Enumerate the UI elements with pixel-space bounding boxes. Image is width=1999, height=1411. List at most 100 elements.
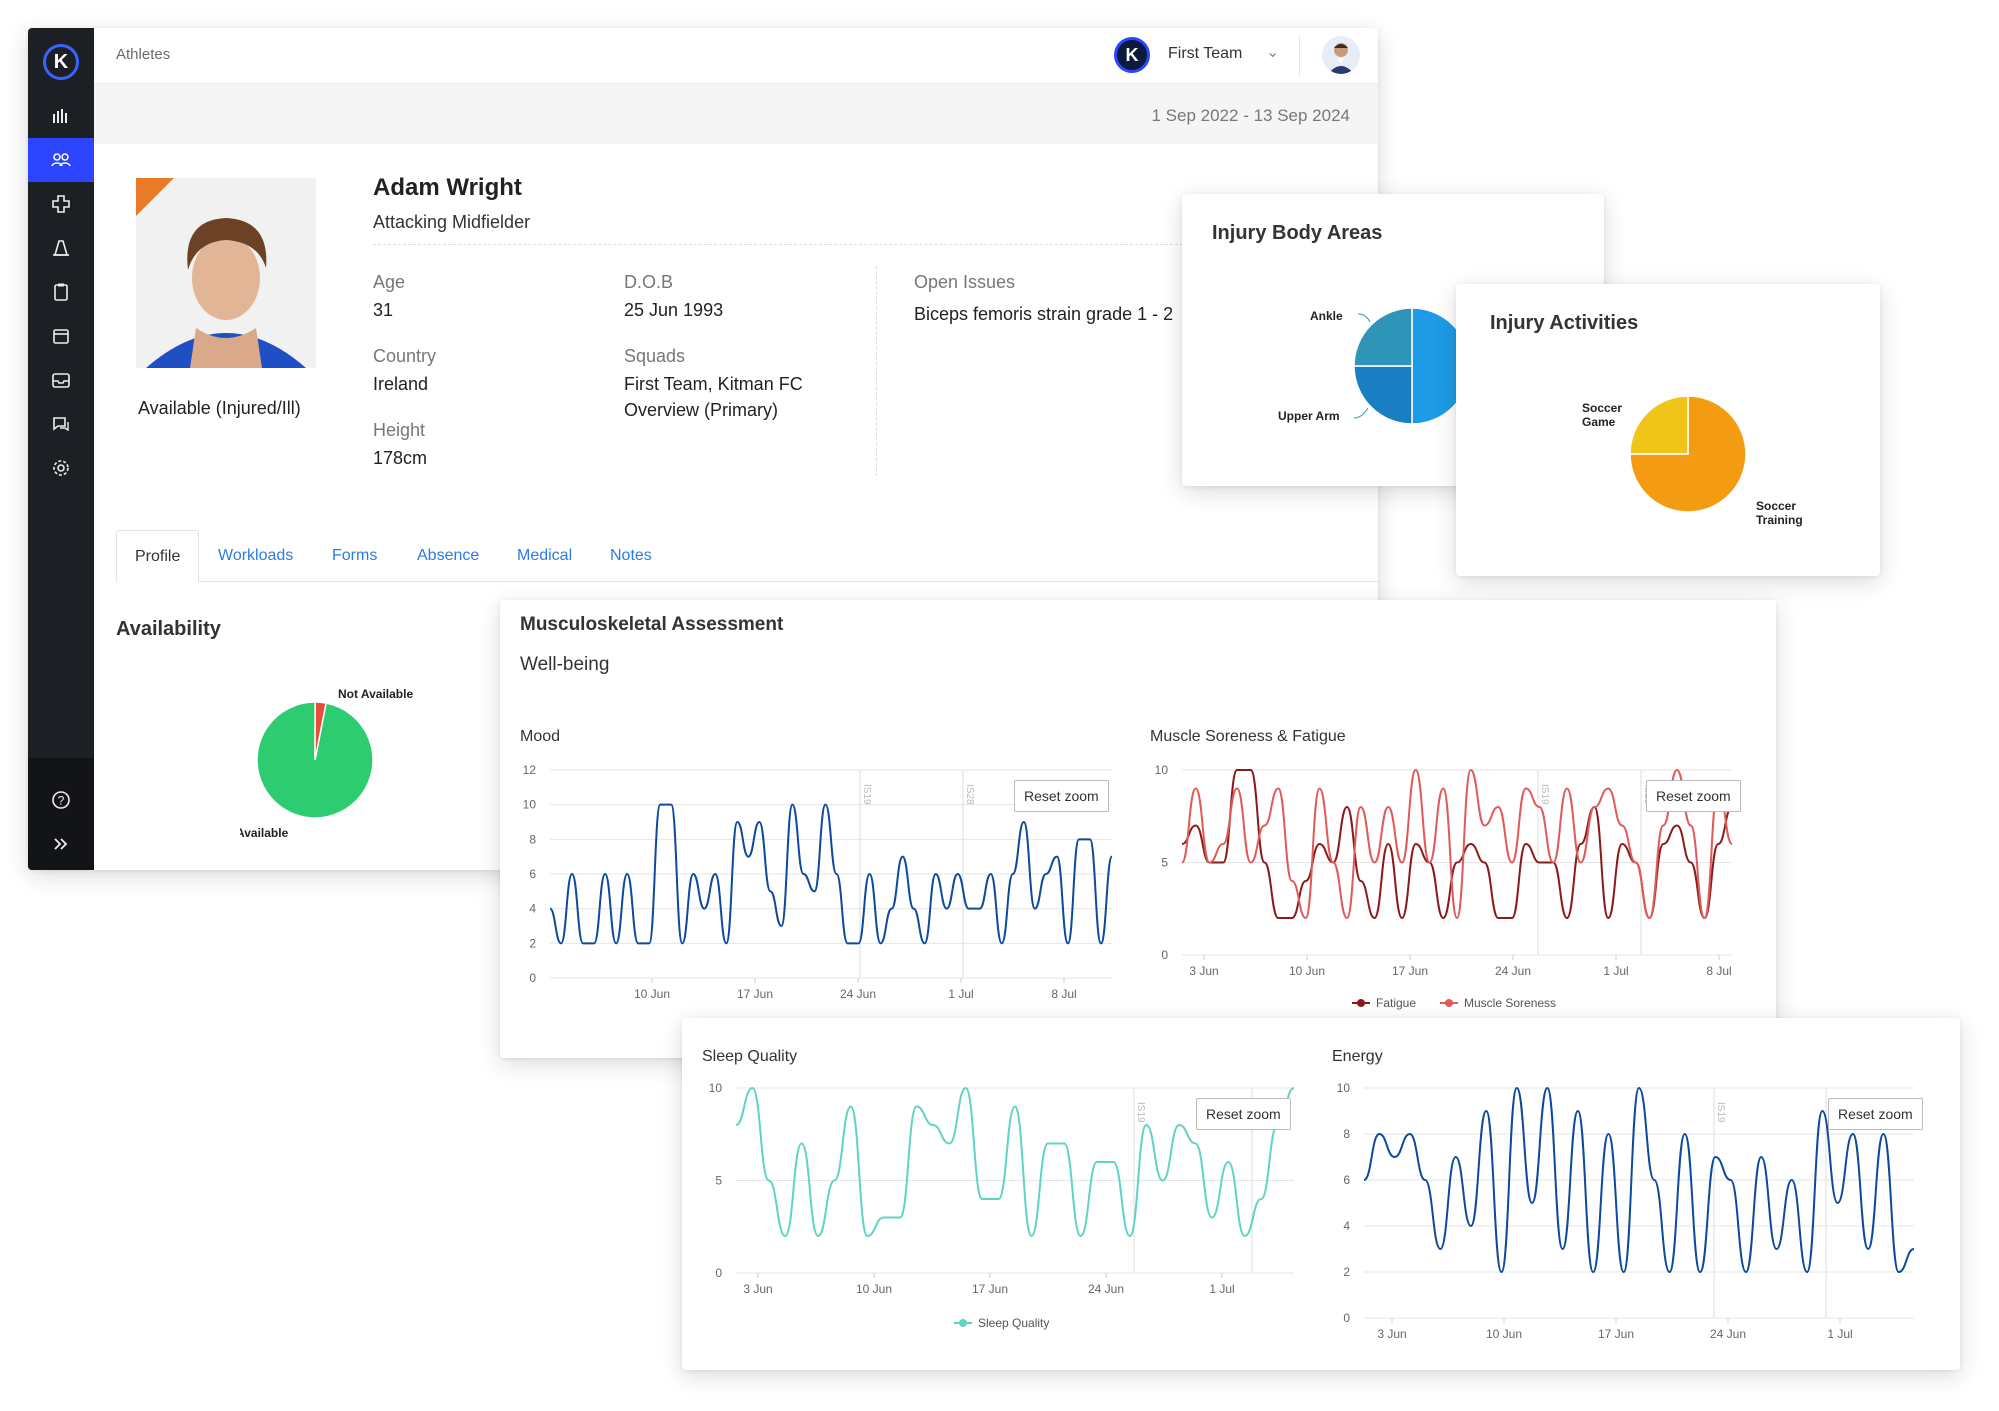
x-tick-label: 1 Jul (1827, 1327, 1852, 1341)
activity-slice-1[interactable] (1629, 395, 1689, 455)
squads-value-line1: First Team, Kitman FC (624, 374, 803, 394)
availability-slice-1[interactable] (314, 701, 327, 761)
dob-label: D.O.B (624, 272, 674, 292)
y-tick-label: 0 (1161, 948, 1168, 962)
y-tick-label: 5 (1161, 856, 1168, 870)
pie-label-connector (1353, 313, 1371, 419)
body-areas-pie (1353, 307, 1471, 425)
country-value: Ireland (373, 374, 429, 394)
reset-zoom-button[interactable]: Reset zoom (1646, 780, 1741, 812)
availability-pie-chart: Not Available Available (240, 687, 413, 840)
status-flag (136, 178, 174, 216)
injury-activities-pie (1629, 395, 1747, 513)
x-tick-label: 10 Jun (1289, 964, 1325, 978)
legend-label: Sleep Quality (978, 1316, 1050, 1330)
x-tick-label: 10 Jun (856, 1282, 892, 1296)
x-tick-label: 17 Jun (737, 987, 773, 1001)
y-tick-label: 0 (1343, 1311, 1350, 1325)
y-tick-label: 2 (1343, 1265, 1350, 1279)
availability-title: Availability (116, 618, 221, 640)
expand-sidebar-icon[interactable] (28, 822, 94, 866)
x-tick-label: 3 Jun (1377, 1327, 1406, 1341)
divider (1299, 36, 1300, 76)
chat-icon[interactable] (28, 402, 94, 446)
height-value: 178cm (373, 448, 428, 468)
availability-status: Available (Injured/Ill) (138, 398, 301, 418)
athletes-nav-icon[interactable] (28, 138, 94, 182)
body-area-slice-2[interactable] (1353, 307, 1413, 367)
pie-label-upper-arm: Upper Arm (1278, 409, 1340, 423)
mood-series-0[interactable] (549, 803, 1113, 945)
settings-icon[interactable] (28, 446, 94, 490)
chevron-down-icon[interactable]: ⌄ (1266, 44, 1280, 61)
tab-profile[interactable]: Profile (116, 530, 200, 582)
help-icon[interactable]: ? (28, 778, 94, 822)
soreness-fatigue-line-chart: 0 5 10 3 Jun 10 Jun 17 Jun 24 Jun 1 Jul 8 Jul IS1… (1155, 763, 1733, 978)
marker-label: IS19 (1539, 784, 1550, 805)
svg-text:?: ? (58, 794, 65, 808)
availability-pie (256, 701, 374, 819)
y-tick-label: 4 (529, 902, 536, 916)
x-tick-label: 24 Jun (1088, 1282, 1124, 1296)
height-label: Height (373, 420, 426, 440)
x-tick-label: 24 Jun (1710, 1327, 1746, 1341)
user-avatar[interactable] (1322, 36, 1360, 74)
x-tick-label: 17 Jun (1598, 1327, 1634, 1341)
tab-notes[interactable]: Notes (610, 547, 652, 564)
athlete-name: Adam Wright (373, 174, 522, 201)
legend-label: Muscle Soreness (1464, 996, 1557, 1010)
legend-sleep-quality[interactable]: Sleep Quality (954, 1316, 1049, 1330)
athlete-position: Attacking Midfielder (373, 212, 531, 232)
injury-body-areas-pie-chart: Ankle Upper Arm (1278, 307, 1471, 425)
energy-series-0[interactable] (1363, 1086, 1915, 1274)
sleep-energy-card: Sleep Quality 0 5 10 3 Jun 10 Jun 17 Jun 24 Ju… (682, 1018, 1960, 1370)
clipboard-icon[interactable] (28, 270, 94, 314)
tab-absence[interactable]: Absence (417, 547, 480, 564)
tab-forms[interactable]: Forms (332, 547, 378, 564)
x-tick-label: 17 Jun (972, 1282, 1008, 1296)
legend-muscle-soreness[interactable]: Muscle Soreness (1440, 996, 1556, 1010)
x-tick-label: 24 Jun (1495, 964, 1531, 978)
date-range[interactable]: 1 Sep 2022 - 13 Sep 2024 (1151, 106, 1351, 125)
y-tick-label: 10 (709, 1081, 723, 1095)
sleep-series-0[interactable] (735, 1086, 1295, 1238)
app-logo[interactable]: K (43, 44, 79, 80)
y-tick-label: 2 (529, 936, 536, 950)
reset-zoom-button[interactable]: Reset zoom (1196, 1098, 1291, 1130)
energy-chart-title: Energy (1332, 1048, 1383, 1065)
cone-icon[interactable] (28, 226, 94, 270)
mood-line-chart: 0 2 4 6 8 10 12 10 Jun 17 Jun 24 Jun 1 Jul 8 Jul IS1… (523, 763, 1113, 1001)
marker-label: IS28 (964, 784, 975, 805)
tab-medical[interactable]: Medical (517, 547, 573, 564)
country-label: Country (373, 346, 437, 366)
inbox-icon[interactable] (28, 358, 94, 402)
pie-label-ankle: Ankle (1310, 309, 1343, 323)
x-tick-label: 1 Jul (1603, 964, 1628, 978)
analysis-nav-icon[interactable] (28, 94, 94, 138)
legend-label: Fatigue (1376, 996, 1417, 1010)
open-issues-value[interactable]: Biceps femoris strain grade 1 - 2 (914, 304, 1174, 324)
team-selector[interactable]: First Team (1168, 45, 1243, 62)
y-tick-label: 4 (1343, 1219, 1350, 1233)
breadcrumb[interactable]: Athletes (116, 46, 171, 63)
activity-slice-0[interactable] (1629, 395, 1747, 513)
sleep-chart-title: Sleep Quality (702, 1048, 798, 1065)
athlete-photo (136, 178, 316, 368)
legend-swatch-fatigue (1352, 999, 1370, 1007)
squads-value-line2: Overview (Primary) (624, 400, 779, 420)
pie-label-soccer-training: Soccer Training (1756, 499, 1803, 527)
y-tick-label: 0 (715, 1266, 722, 1280)
reset-zoom-button[interactable]: Reset zoom (1014, 780, 1109, 812)
reset-zoom-button[interactable]: Reset zoom (1828, 1098, 1923, 1130)
y-tick-label: 5 (715, 1174, 722, 1188)
medical-cross-icon[interactable] (28, 182, 94, 226)
body-area-slice-1[interactable] (1353, 365, 1413, 425)
tab-workloads[interactable]: Workloads (218, 547, 294, 564)
calendar-icon[interactable] (28, 314, 94, 358)
legend-fatigue[interactable]: Fatigue (1352, 996, 1416, 1010)
y-tick-label: 6 (1343, 1173, 1350, 1187)
sidebar: K (28, 28, 94, 870)
x-tick-label: 10 Jun (634, 987, 670, 1001)
soreness-series-1[interactable] (1181, 768, 1733, 920)
